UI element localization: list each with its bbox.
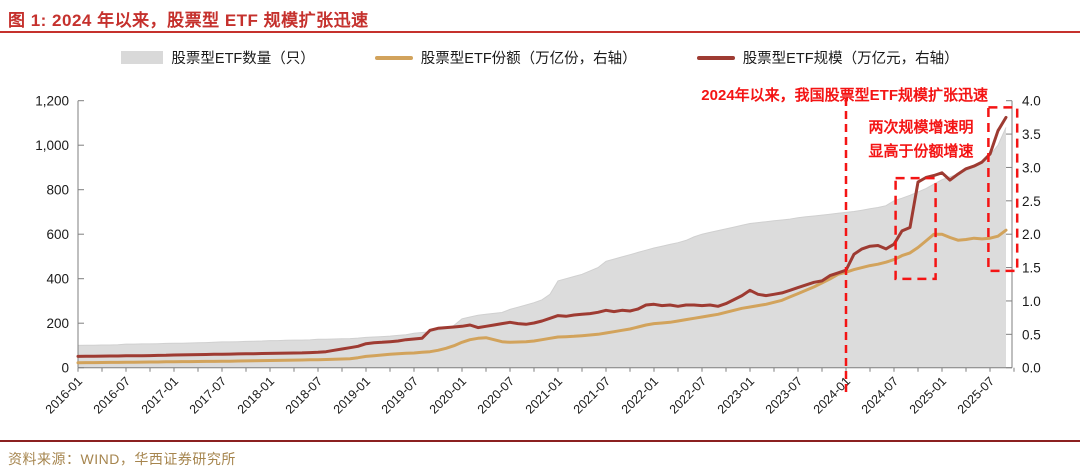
legend-label: 股票型ETF数量（只） bbox=[171, 51, 315, 67]
svg-text:1.0: 1.0 bbox=[1022, 294, 1041, 309]
svg-text:2024-01: 2024-01 bbox=[811, 374, 853, 416]
svg-text:2.0: 2.0 bbox=[1022, 227, 1041, 242]
title-rule bbox=[0, 31, 1080, 33]
chart-legend: 股票型ETF数量（只） 股票型ETF份额（万亿份，右轴） 股票型ETF规模（万亿… bbox=[0, 47, 1080, 68]
svg-text:2021-01: 2021-01 bbox=[523, 374, 565, 416]
area-swatch-icon bbox=[121, 51, 164, 64]
svg-text:2.5: 2.5 bbox=[1022, 194, 1041, 209]
legend-item-shares: 股票型ETF份额（万亿份，右轴） bbox=[374, 47, 637, 68]
svg-text:3.0: 3.0 bbox=[1022, 160, 1041, 175]
svg-text:2019-07: 2019-07 bbox=[379, 374, 421, 416]
svg-text:600: 600 bbox=[46, 227, 69, 242]
line-swatch-icon bbox=[696, 55, 735, 60]
svg-text:2018-07: 2018-07 bbox=[283, 374, 325, 416]
footer-rule bbox=[0, 440, 1080, 442]
annotation-top-right: 2024年以来，我国股票型ETF规模扩张迅速 bbox=[701, 87, 988, 104]
svg-text:2017-07: 2017-07 bbox=[187, 374, 229, 416]
svg-text:2017-01: 2017-01 bbox=[139, 374, 181, 416]
svg-text:2020-01: 2020-01 bbox=[427, 374, 469, 416]
svg-text:2016-07: 2016-07 bbox=[91, 374, 133, 416]
highlight-box-2 bbox=[987, 106, 1019, 273]
svg-text:2025-07: 2025-07 bbox=[955, 374, 997, 416]
svg-text:200: 200 bbox=[46, 316, 69, 331]
annotation-line-1: 两次规模增速明 bbox=[868, 119, 974, 136]
annotation-highlight-boxes: 两次规模增速明 显高于份额增速 bbox=[851, 116, 991, 164]
etf-count-area-edge bbox=[77, 127, 1007, 346]
svg-text:400: 400 bbox=[46, 272, 69, 287]
svg-text:1.5: 1.5 bbox=[1022, 261, 1041, 276]
svg-text:0.0: 0.0 bbox=[1022, 361, 1041, 376]
svg-text:2022-07: 2022-07 bbox=[667, 374, 709, 416]
legend-label: 股票型ETF份额（万亿份，右轴） bbox=[420, 51, 637, 67]
etf-count-area bbox=[78, 127, 1006, 368]
legend-item-scale: 股票型ETF规模（万亿元，右轴） bbox=[696, 47, 959, 68]
etf-scale-line bbox=[76, 115, 1008, 358]
etf-shares-line bbox=[76, 228, 1008, 365]
svg-text:2023-07: 2023-07 bbox=[763, 374, 805, 416]
source-note: 资料来源：WIND，华西证券研究所 bbox=[8, 451, 236, 467]
legend-label: 股票型ETF规模（万亿元，右轴） bbox=[742, 51, 959, 67]
svg-text:1,200: 1,200 bbox=[35, 94, 69, 109]
svg-text:2024-07: 2024-07 bbox=[859, 374, 901, 416]
svg-text:0.5: 0.5 bbox=[1022, 327, 1041, 342]
svg-text:0: 0 bbox=[61, 361, 69, 376]
legend-item-count: 股票型ETF数量（只） bbox=[121, 47, 315, 68]
svg-text:800: 800 bbox=[46, 183, 69, 198]
right-axis-labels: 0.0 0.5 1.0 1.5 2.0 2.5 3.0 3.5 4.0 bbox=[1006, 94, 1041, 376]
left-axis-labels: 0 200 400 600 800 1,000 1,200 bbox=[35, 94, 84, 376]
figure-title: 图 1: 2024 年以来，股票型 ETF 规模扩张迅速 bbox=[8, 11, 369, 30]
svg-text:2018-01: 2018-01 bbox=[235, 374, 277, 416]
svg-text:2023-01: 2023-01 bbox=[715, 374, 757, 416]
svg-text:2025-01: 2025-01 bbox=[907, 374, 949, 416]
highlight-box-1 bbox=[894, 176, 937, 281]
svg-text:4.0: 4.0 bbox=[1022, 94, 1041, 109]
annotation-line-2: 显高于份额增速 bbox=[868, 143, 974, 160]
svg-text:2021-07: 2021-07 bbox=[571, 374, 613, 416]
svg-text:3.5: 3.5 bbox=[1022, 127, 1041, 142]
svg-text:2016-01: 2016-01 bbox=[43, 374, 85, 416]
svg-text:2019-01: 2019-01 bbox=[331, 374, 373, 416]
svg-text:2022-01: 2022-01 bbox=[619, 374, 661, 416]
svg-text:1,000: 1,000 bbox=[35, 138, 69, 153]
svg-text:2020-07: 2020-07 bbox=[475, 374, 517, 416]
x-axis-labels: 2016-01 2016-07 2017-01 2017-07 2018-01 2018-… bbox=[43, 367, 1015, 417]
line-swatch-icon bbox=[374, 55, 413, 60]
